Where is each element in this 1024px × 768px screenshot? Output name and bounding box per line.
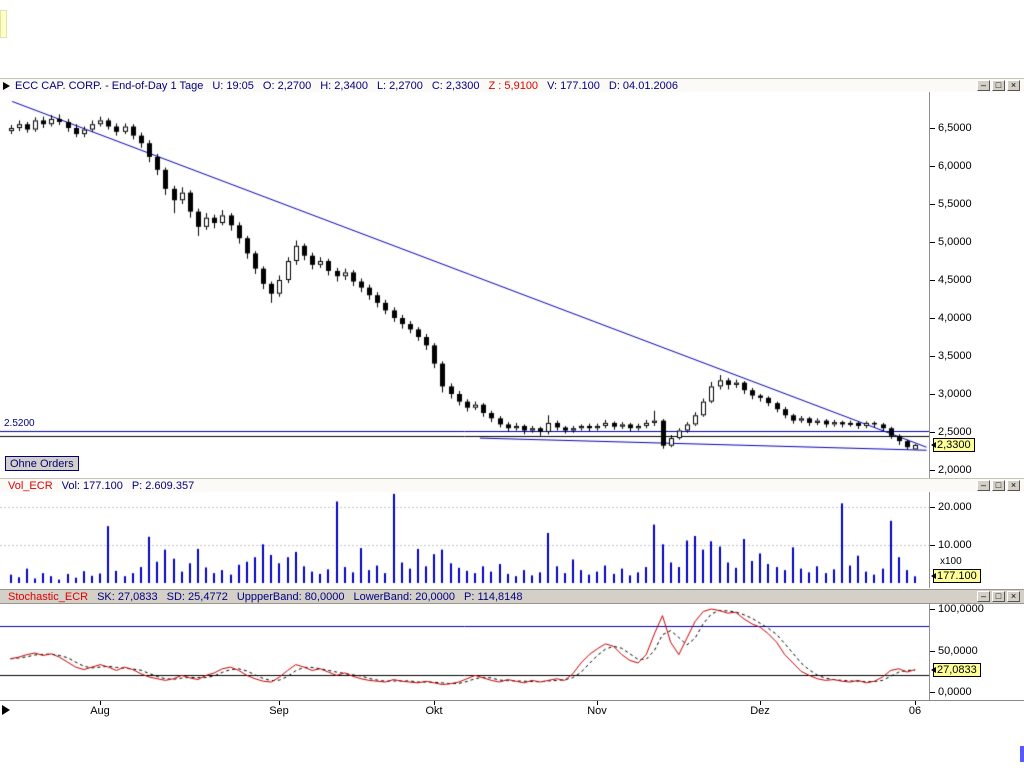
y-axis-label: 3,5000 (938, 350, 972, 362)
header-field: LowerBand: 20,0000 (353, 590, 455, 603)
header-field: D: 04.01.2006 (608, 79, 678, 92)
toolbar-fragment (0, 10, 7, 38)
time-axis-label: 06 (908, 705, 922, 717)
y-axis-label: 50,0000 (938, 645, 978, 657)
header-field: SK: 27,0833 (97, 590, 158, 603)
y-axis-label: 100,0000 (938, 603, 984, 615)
header-field: Z : 5,9100 (488, 79, 539, 92)
header-field: H: 2,3400 (320, 79, 368, 92)
axis-marker-icon[interactable] (2, 705, 10, 715)
header-field: O: 2,2700 (262, 79, 312, 92)
y-axis-label: 5,0000 (938, 236, 972, 248)
y-axis-label: 6,0000 (938, 160, 972, 172)
axis-tick (930, 394, 935, 395)
y-axis-label: 2,5000 (938, 426, 972, 438)
header-field: Vol: 177.100 (61, 479, 123, 492)
axis-tick (930, 166, 935, 167)
time-axis-label: Sep (269, 705, 289, 717)
volume-window-controls: – □ × (977, 480, 1020, 491)
time-axis-label: Nov (587, 705, 607, 717)
axis-tick (930, 128, 935, 129)
header-field: Stochastic_ECR (8, 590, 89, 603)
y-axis-label: 20.000 (938, 501, 972, 513)
price-y-axis: 6,5000 6,0000 5,5000 5,0000 4,5000 4,0000 3,50… (930, 92, 1024, 478)
axis-tick (930, 692, 935, 693)
price-chart-canvas[interactable] (0, 92, 930, 478)
time-axis-tick (279, 701, 280, 705)
minimize-icon[interactable]: – (977, 591, 990, 602)
header-field: ECC CAP. CORP. - End-of-Day 1 Tage (15, 79, 204, 92)
time-axis-tick (434, 701, 435, 705)
scroll-fragment (1020, 746, 1024, 762)
minimize-icon[interactable]: – (977, 80, 990, 91)
y-axis-label: 4,5000 (938, 274, 972, 286)
time-axis: Aug Sep Okt Nov Dez 06 (0, 700, 1024, 718)
price-panel-header: ECC CAP. CORP. - End-of-Day 1 Tage U: 19:… (0, 78, 1024, 92)
time-axis-label: Okt (425, 705, 443, 717)
header-field: UppperBand: 80,0000 (236, 590, 345, 603)
panel-marker-icon[interactable] (3, 81, 10, 90)
price-chart-area: 6,5000 6,0000 5,5000 5,0000 4,5000 4,0000 3,50… (0, 92, 1024, 478)
time-axis-tick (760, 701, 761, 705)
axis-tick (930, 242, 935, 243)
volume-chart-canvas[interactable] (0, 492, 930, 588)
stochastic-panel-title: Stochastic_ECR SK: 27,0833 SD: 25,4772 Uppp… (8, 591, 532, 603)
time-axis-tick (100, 701, 101, 705)
axis-tick (930, 470, 935, 471)
axis-tick (930, 280, 935, 281)
y-axis-label: 2,0000 (938, 464, 972, 476)
axis-tick (930, 507, 935, 508)
axis-tick (930, 609, 935, 610)
minimize-icon[interactable]: – (977, 480, 990, 491)
stochastic-panel-header: Stochastic_ECR SK: 27,0833 SD: 25,4772 Uppp… (0, 589, 1024, 604)
maximize-icon[interactable]: □ (992, 591, 1005, 602)
close-icon[interactable]: × (1007, 591, 1020, 602)
stochastic-chart-area: 100,0000 50,0000 0,0000 27,0833 (0, 603, 1024, 700)
volume-scale-label: x100 (940, 556, 962, 567)
last-price-tag: 2,3300 (931, 438, 975, 452)
time-axis-tick (597, 701, 598, 705)
header-field: V: 177.100 (547, 79, 600, 92)
price-panel-title: ECC CAP. CORP. - End-of-Day 1 Tage U: 19:… (15, 80, 687, 92)
stochastic-chart-canvas[interactable] (0, 604, 930, 700)
axis-tick (930, 651, 935, 652)
axis-tick (930, 204, 935, 205)
close-icon[interactable]: × (1007, 480, 1020, 491)
volume-chart-area: x100 20.000 10.000 177.100 (0, 492, 1024, 588)
header-field: P: 114,8148 (464, 590, 523, 603)
volume-panel-title: Vol_ECR Vol: 177.100 P: 2.609.357 (8, 480, 203, 492)
axis-tick (930, 318, 935, 319)
time-axis-label: Aug (90, 705, 110, 717)
axis-tick (930, 432, 935, 433)
stochastic-value-tag: 27,0833 (931, 663, 981, 677)
stochastic-y-axis: 100,0000 50,0000 0,0000 (930, 603, 1024, 700)
axis-tick (930, 545, 935, 546)
header-field: SD: 25,4772 (166, 590, 228, 603)
stochastic-window-controls: – □ × (977, 591, 1020, 602)
time-axis-tick (915, 701, 916, 705)
volume-panel-header: Vol_ECR Vol: 177.100 P: 2.609.357 – □ × (0, 478, 1024, 492)
volume-y-axis: x100 20.000 10.000 (930, 492, 1024, 588)
maximize-icon[interactable]: □ (992, 480, 1005, 491)
y-axis-label: 4,0000 (938, 312, 972, 324)
y-axis-label: 0,0000 (938, 686, 972, 698)
ohne-orders-button[interactable]: Ohne Orders (5, 456, 79, 471)
header-field: U: 19:05 (212, 79, 254, 92)
y-axis-label: 3,0000 (938, 388, 972, 400)
header-field: P: 2.609.357 (131, 479, 195, 492)
horizontal-level-label: 2.5200 (4, 417, 35, 429)
y-axis-label: 10.000 (938, 539, 972, 551)
price-window-controls: – □ × (977, 80, 1020, 91)
maximize-icon[interactable]: □ (992, 80, 1005, 91)
time-axis-label: Dez (750, 705, 770, 717)
axis-tick (930, 356, 935, 357)
last-volume-tag: 177.100 (931, 569, 981, 583)
header-field: C: 2,3300 (431, 79, 480, 92)
close-icon[interactable]: × (1007, 80, 1020, 91)
y-axis-label: 6,5000 (938, 122, 972, 134)
y-axis-label: 5,5000 (938, 198, 972, 210)
header-field: L: 2,2700 (376, 79, 423, 92)
header-field: Vol_ECR (8, 479, 53, 492)
